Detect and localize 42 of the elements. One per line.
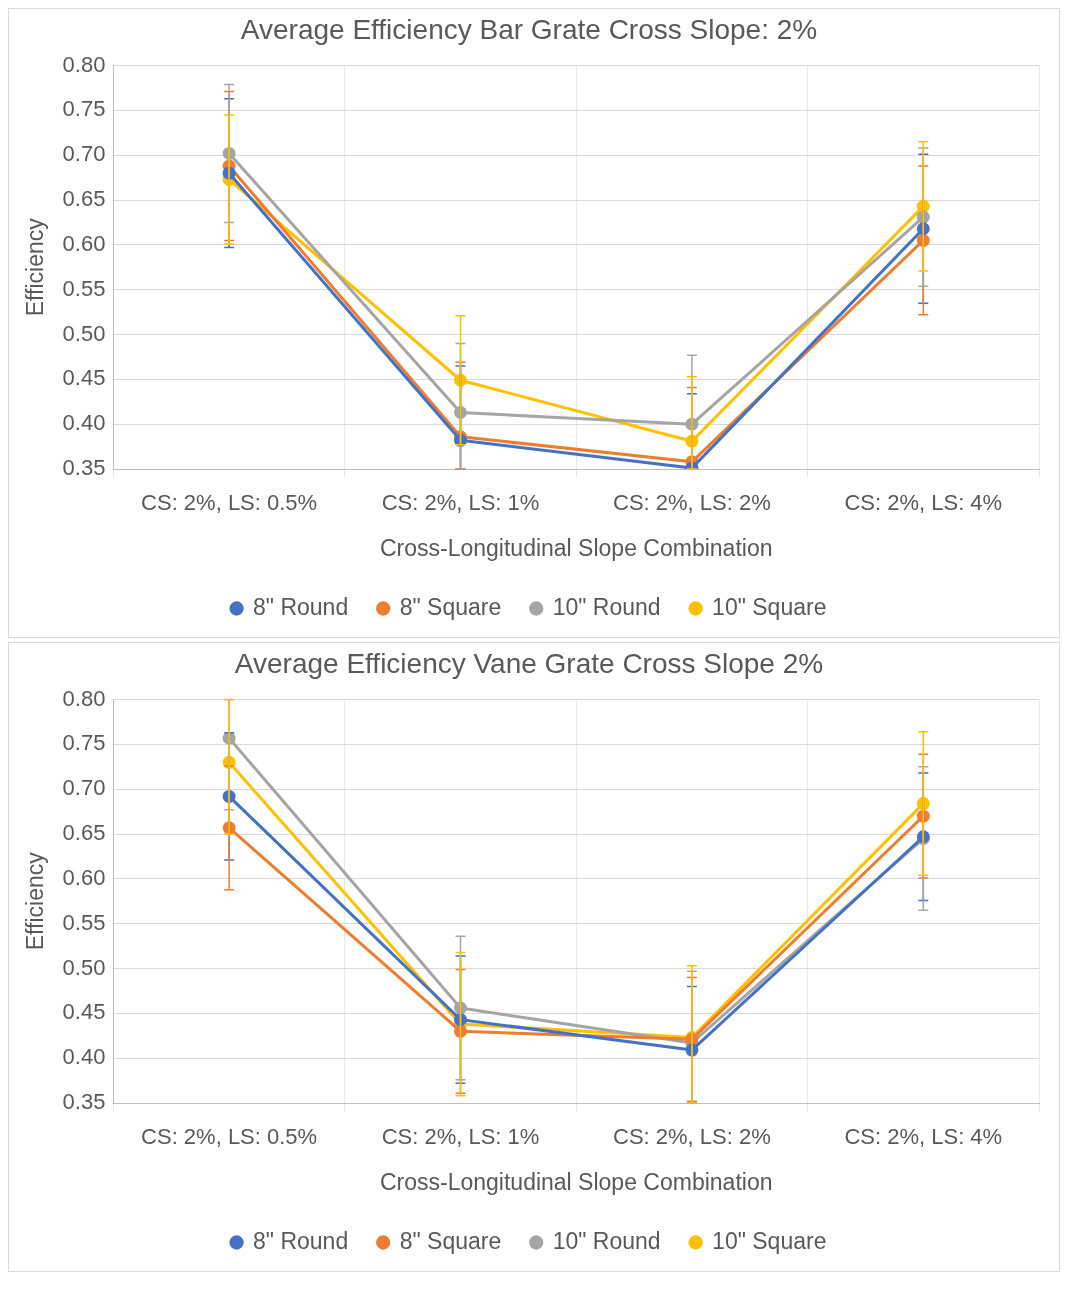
x-tick-label: CS: 2%, LS: 1% [381, 490, 540, 516]
y-tick-label: 0.50 [62, 320, 106, 346]
y-tick-label: 0.35 [62, 455, 106, 481]
x-tick-label: CS: 2%, LS: 2% [613, 1124, 771, 1150]
y-tick-label: 0.65 [62, 186, 106, 212]
y-tick-label: 0.55 [62, 909, 106, 935]
y-tick-label: 0.75 [62, 730, 106, 756]
chart-title: Average Efficiency Vane Grate Cross Slope 2% [234, 647, 824, 679]
legend-label: 10" Round [552, 593, 661, 620]
legend-label: 10" Square [712, 593, 827, 620]
x-tick-label: CS: 2%, LS: 4% [844, 1124, 1003, 1150]
x-axis-title: Cross-Longitudinal Slope Combination [379, 534, 773, 561]
legend-label: 10" Round [552, 1227, 661, 1254]
legend-label: 8" Round [253, 1227, 349, 1254]
y-tick-label: 0.80 [62, 51, 106, 77]
legend-label: 8" Round [253, 593, 349, 620]
y-tick-label: 0.60 [62, 864, 106, 890]
chart-title: Average Efficiency Bar Grate Cross Slope: 2% [240, 13, 818, 45]
y-tick-label: 0.45 [62, 365, 106, 391]
y-axis-title: Efficiency [22, 217, 49, 317]
y-tick-label: 0.40 [62, 1044, 106, 1070]
legend-label: 8" Square [399, 1227, 502, 1254]
y-tick-label: 0.60 [62, 230, 106, 256]
legend-label: 8" Square [399, 593, 502, 620]
x-tick-label: CS: 2%, LS: 0.5% [141, 1124, 318, 1150]
y-tick-label: 0.70 [62, 141, 106, 167]
y-tick-label: 0.80 [62, 685, 106, 711]
x-tick-label: CS: 2%, LS: 0.5% [141, 490, 318, 516]
y-tick-label: 0.35 [62, 1089, 106, 1115]
x-axis-title: Cross-Longitudinal Slope Combination [379, 1168, 773, 1195]
y-tick-label: 0.50 [62, 954, 106, 980]
legend-label: 10" Square [712, 1227, 827, 1254]
y-tick-label: 0.45 [62, 999, 106, 1025]
y-tick-label: 0.55 [62, 275, 106, 301]
y-tick-label: 0.75 [62, 96, 106, 122]
x-tick-label: CS: 2%, LS: 1% [381, 1124, 540, 1150]
x-tick-label: CS: 2%, LS: 4% [844, 490, 1003, 516]
y-tick-label: 0.40 [62, 410, 106, 436]
y-tick-label: 0.65 [62, 820, 106, 846]
x-tick-label: CS: 2%, LS: 2% [613, 490, 771, 516]
y-tick-label: 0.70 [62, 775, 106, 801]
y-axis-title: Efficiency [22, 851, 49, 951]
